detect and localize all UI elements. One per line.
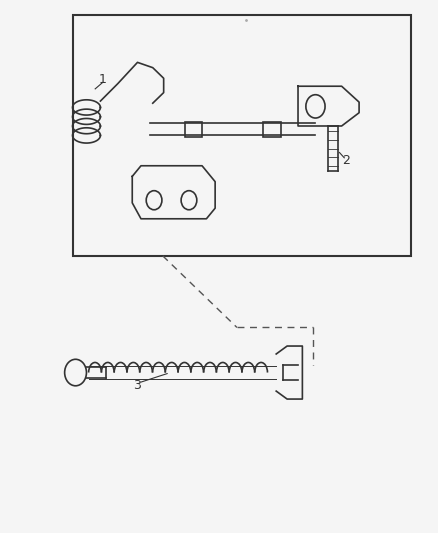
Text: 3: 3	[132, 379, 140, 392]
Bar	[73, 14, 410, 256]
Text: 1: 1	[99, 74, 106, 86]
Bar	[262, 122, 280, 136]
Text: 2: 2	[341, 154, 349, 167]
Bar	[184, 122, 201, 136]
